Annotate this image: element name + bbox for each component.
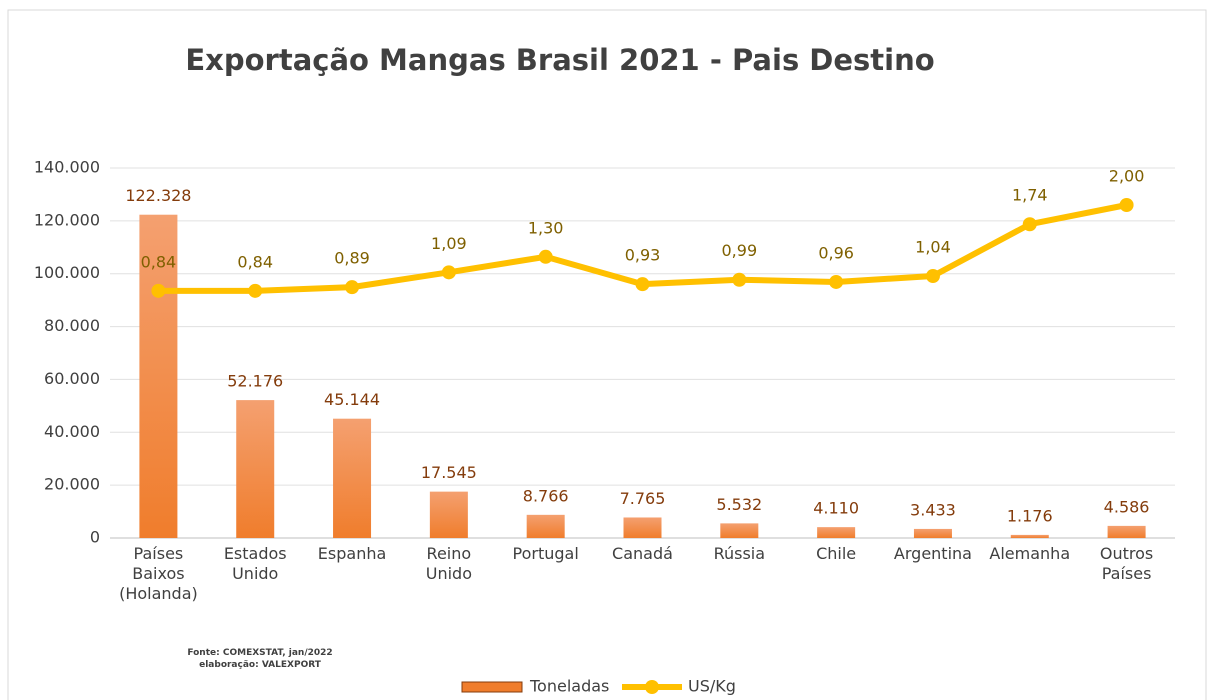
line-value-label: 0,84 xyxy=(141,252,177,271)
y-tick-label: 120.000 xyxy=(34,210,100,229)
line-value-label: 1,30 xyxy=(528,218,564,237)
line-marker xyxy=(248,283,263,298)
bar-value-label: 8.766 xyxy=(523,486,569,505)
bar xyxy=(720,523,759,538)
line-marker xyxy=(635,277,650,292)
x-tick-label: Rússia xyxy=(713,544,766,563)
line-value-label: 1,74 xyxy=(1012,186,1048,205)
line-value-label: 0,89 xyxy=(334,249,370,268)
y-tick-label: 20.000 xyxy=(44,475,100,494)
line-value-label: 0,96 xyxy=(818,243,854,262)
x-tick-label: Portugal xyxy=(512,544,579,563)
bar-value-label: 5.532 xyxy=(716,495,762,514)
x-tick-label: Estados Unido xyxy=(223,544,287,583)
line-marker xyxy=(925,269,940,284)
line-marker xyxy=(151,283,166,298)
bar xyxy=(139,214,178,538)
x-tick-label: Canadá xyxy=(612,544,673,563)
line-value-label: 1,09 xyxy=(431,234,467,253)
x-tick-label: Reino Unido xyxy=(425,544,472,583)
bar-value-label: 45.144 xyxy=(324,390,380,409)
x-tick-label: Outros Países xyxy=(1099,544,1154,583)
bar-value-label: 4.110 xyxy=(813,499,859,518)
chart-frame xyxy=(7,9,1207,700)
bar xyxy=(429,491,468,538)
y-tick-label: 140.000 xyxy=(34,158,100,177)
bar-value-label: 122.328 xyxy=(125,186,191,205)
line-value-label: 0,99 xyxy=(722,241,758,260)
y-tick-label: 0 xyxy=(90,528,100,547)
bar-value-label: 1.176 xyxy=(1007,506,1053,525)
line-marker xyxy=(441,265,456,280)
line-marker xyxy=(829,274,844,289)
bar-value-label: 17.545 xyxy=(421,463,477,482)
bar xyxy=(1107,525,1146,538)
note: elaboração: VALEXPORT xyxy=(199,660,321,670)
legend-label: Toneladas xyxy=(529,677,609,696)
line-value-label: 2,00 xyxy=(1109,167,1145,186)
y-tick-label: 100.000 xyxy=(34,263,100,282)
y-tick-label: 80.000 xyxy=(44,316,100,335)
line-marker xyxy=(732,272,747,287)
line-value-label: 1,04 xyxy=(915,238,951,257)
bar xyxy=(236,400,275,538)
line-marker xyxy=(538,249,553,264)
bar-value-label: 4.586 xyxy=(1104,497,1150,516)
bar xyxy=(1010,534,1049,538)
x-tick-label: Chile xyxy=(816,544,857,563)
bar xyxy=(817,527,856,538)
legend-swatch-marker xyxy=(645,680,659,694)
chart-title: Exportação Mangas Brasil 2021 - Pais Des… xyxy=(185,43,934,77)
bar-value-label: 3.433 xyxy=(910,500,956,519)
legend-label: US/Kg xyxy=(688,677,736,696)
line-marker xyxy=(345,280,360,295)
line-marker xyxy=(1119,198,1134,212)
bar xyxy=(623,517,662,538)
note: Fonte: COMEXSTAT, jan/2022 xyxy=(187,648,333,658)
line-value-label: 0,93 xyxy=(625,246,661,265)
bar xyxy=(526,514,565,538)
y-tick-label: 40.000 xyxy=(44,422,100,441)
line-value-label: 0,84 xyxy=(237,252,273,271)
bar-value-label: 7.765 xyxy=(620,489,666,508)
x-tick-label: Países Baixos (Holanda) xyxy=(119,544,198,603)
x-tick-label: Argentina xyxy=(893,544,972,563)
bar-value-label: 52.176 xyxy=(227,372,283,391)
bar xyxy=(333,418,372,538)
x-tick-label: Alemanha xyxy=(989,544,1071,563)
y-tick-label: 60.000 xyxy=(44,369,100,388)
x-tick-label: Espanha xyxy=(317,544,387,563)
legend-swatch xyxy=(461,681,523,693)
line-marker xyxy=(1022,217,1037,232)
bar xyxy=(913,528,952,538)
